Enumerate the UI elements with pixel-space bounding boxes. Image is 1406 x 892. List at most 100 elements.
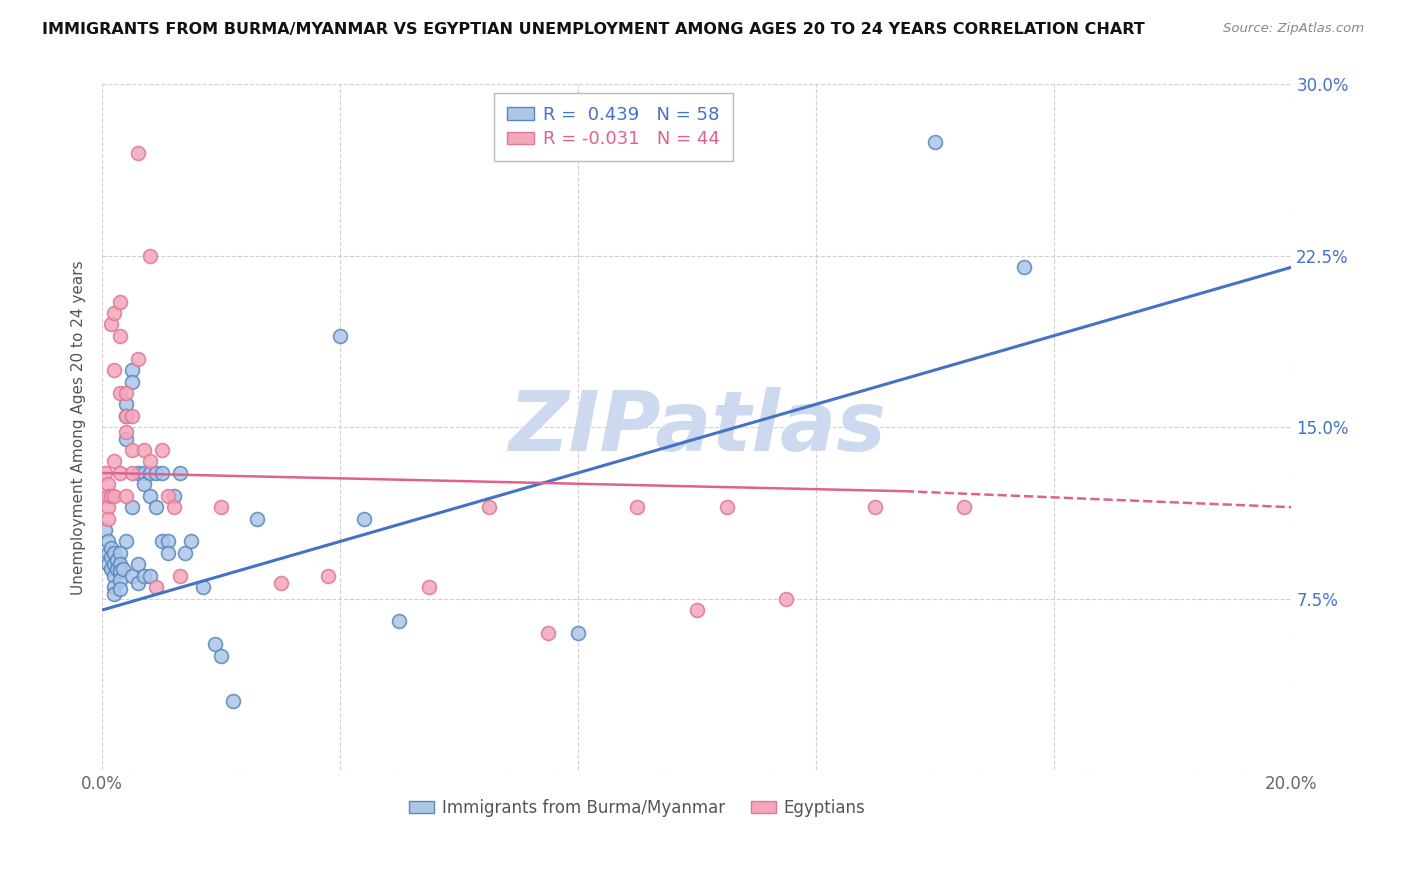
Text: Source: ZipAtlas.com: Source: ZipAtlas.com (1223, 22, 1364, 36)
Point (127, 146, 149, 161)
Point (924, 135, 946, 149)
Point (115, 534, 138, 549)
Point (108, 558, 131, 572)
Point (103, 489, 125, 503)
Point (115, 409, 138, 423)
Point (418, 580, 440, 594)
Point (246, 511, 269, 525)
Point (209, 648, 232, 663)
Point (150, 443, 173, 458)
Point (94, 466, 117, 480)
Point (111, 562, 134, 576)
Point (97, 534, 120, 549)
Point (329, 328, 352, 343)
Point (127, 575, 149, 590)
Point (103, 580, 125, 594)
Point (100, 318, 122, 332)
Point (108, 582, 131, 597)
Point (156, 534, 179, 549)
Point (103, 363, 125, 377)
Y-axis label: Unemployment Among Ages 20 to 24 years: Unemployment Among Ages 20 to 24 years (72, 260, 86, 595)
Point (108, 294, 131, 309)
Point (150, 534, 173, 549)
Point (105, 562, 128, 576)
Point (121, 375, 143, 389)
Point (353, 511, 375, 525)
Text: IMMIGRANTS FROM BURMA/MYANMAR VS EGYPTIAN UNEMPLOYMENT AMONG AGES 20 TO 24 YEARS: IMMIGRANTS FROM BURMA/MYANMAR VS EGYPTIA… (42, 22, 1144, 37)
Point (478, 500, 501, 515)
Point (100, 550, 122, 565)
Point (121, 500, 143, 515)
Point (127, 466, 149, 480)
Point (139, 249, 162, 263)
Point (388, 615, 411, 629)
Point (108, 574, 131, 588)
Point (156, 546, 179, 560)
Point (953, 500, 976, 515)
Point (567, 626, 589, 640)
Point (121, 466, 143, 480)
Point (145, 500, 167, 515)
Point (139, 454, 162, 468)
Point (127, 351, 149, 366)
Point (103, 587, 125, 601)
Point (169, 568, 191, 582)
Point (1012, 260, 1035, 275)
Point (222, 694, 245, 708)
Point (626, 500, 648, 515)
Point (94, 523, 117, 537)
Point (108, 564, 131, 578)
Point (100, 489, 122, 503)
Point (316, 568, 339, 582)
Point (115, 489, 138, 503)
Point (180, 534, 202, 549)
Point (139, 466, 162, 480)
Point (716, 500, 738, 515)
Point (863, 500, 886, 515)
Point (105, 553, 128, 567)
Point (193, 580, 215, 594)
Point (103, 306, 125, 320)
Point (103, 558, 125, 572)
Point (97, 500, 120, 515)
Point (97, 511, 120, 525)
Point (162, 489, 184, 503)
Point (121, 409, 143, 423)
Point (121, 568, 143, 582)
Point (97, 477, 120, 491)
Point (115, 409, 138, 423)
Point (156, 489, 179, 503)
Point (115, 386, 138, 401)
Point (204, 637, 226, 651)
Point (103, 568, 125, 582)
Point (132, 568, 155, 582)
Point (174, 546, 197, 560)
Point (103, 454, 125, 468)
Point (169, 466, 191, 480)
Point (97, 489, 120, 503)
Point (150, 466, 173, 480)
Point (121, 443, 143, 458)
Point (139, 489, 162, 503)
Point (270, 575, 292, 590)
Point (100, 541, 122, 556)
Point (132, 466, 155, 480)
Point (108, 546, 131, 560)
Point (115, 425, 138, 439)
Point (97, 546, 120, 560)
Point (162, 500, 184, 515)
Point (115, 432, 138, 446)
Point (108, 328, 131, 343)
Point (108, 386, 131, 401)
Point (97, 558, 120, 572)
Point (132, 477, 155, 491)
Point (209, 500, 232, 515)
Point (115, 397, 138, 411)
Point (108, 466, 131, 480)
Point (139, 568, 162, 582)
Point (103, 546, 125, 560)
Point (132, 443, 155, 458)
Legend: Immigrants from Burma/Myanmar, Egyptians: Immigrants from Burma/Myanmar, Egyptians (402, 792, 872, 823)
Point (121, 363, 143, 377)
Point (537, 626, 560, 640)
